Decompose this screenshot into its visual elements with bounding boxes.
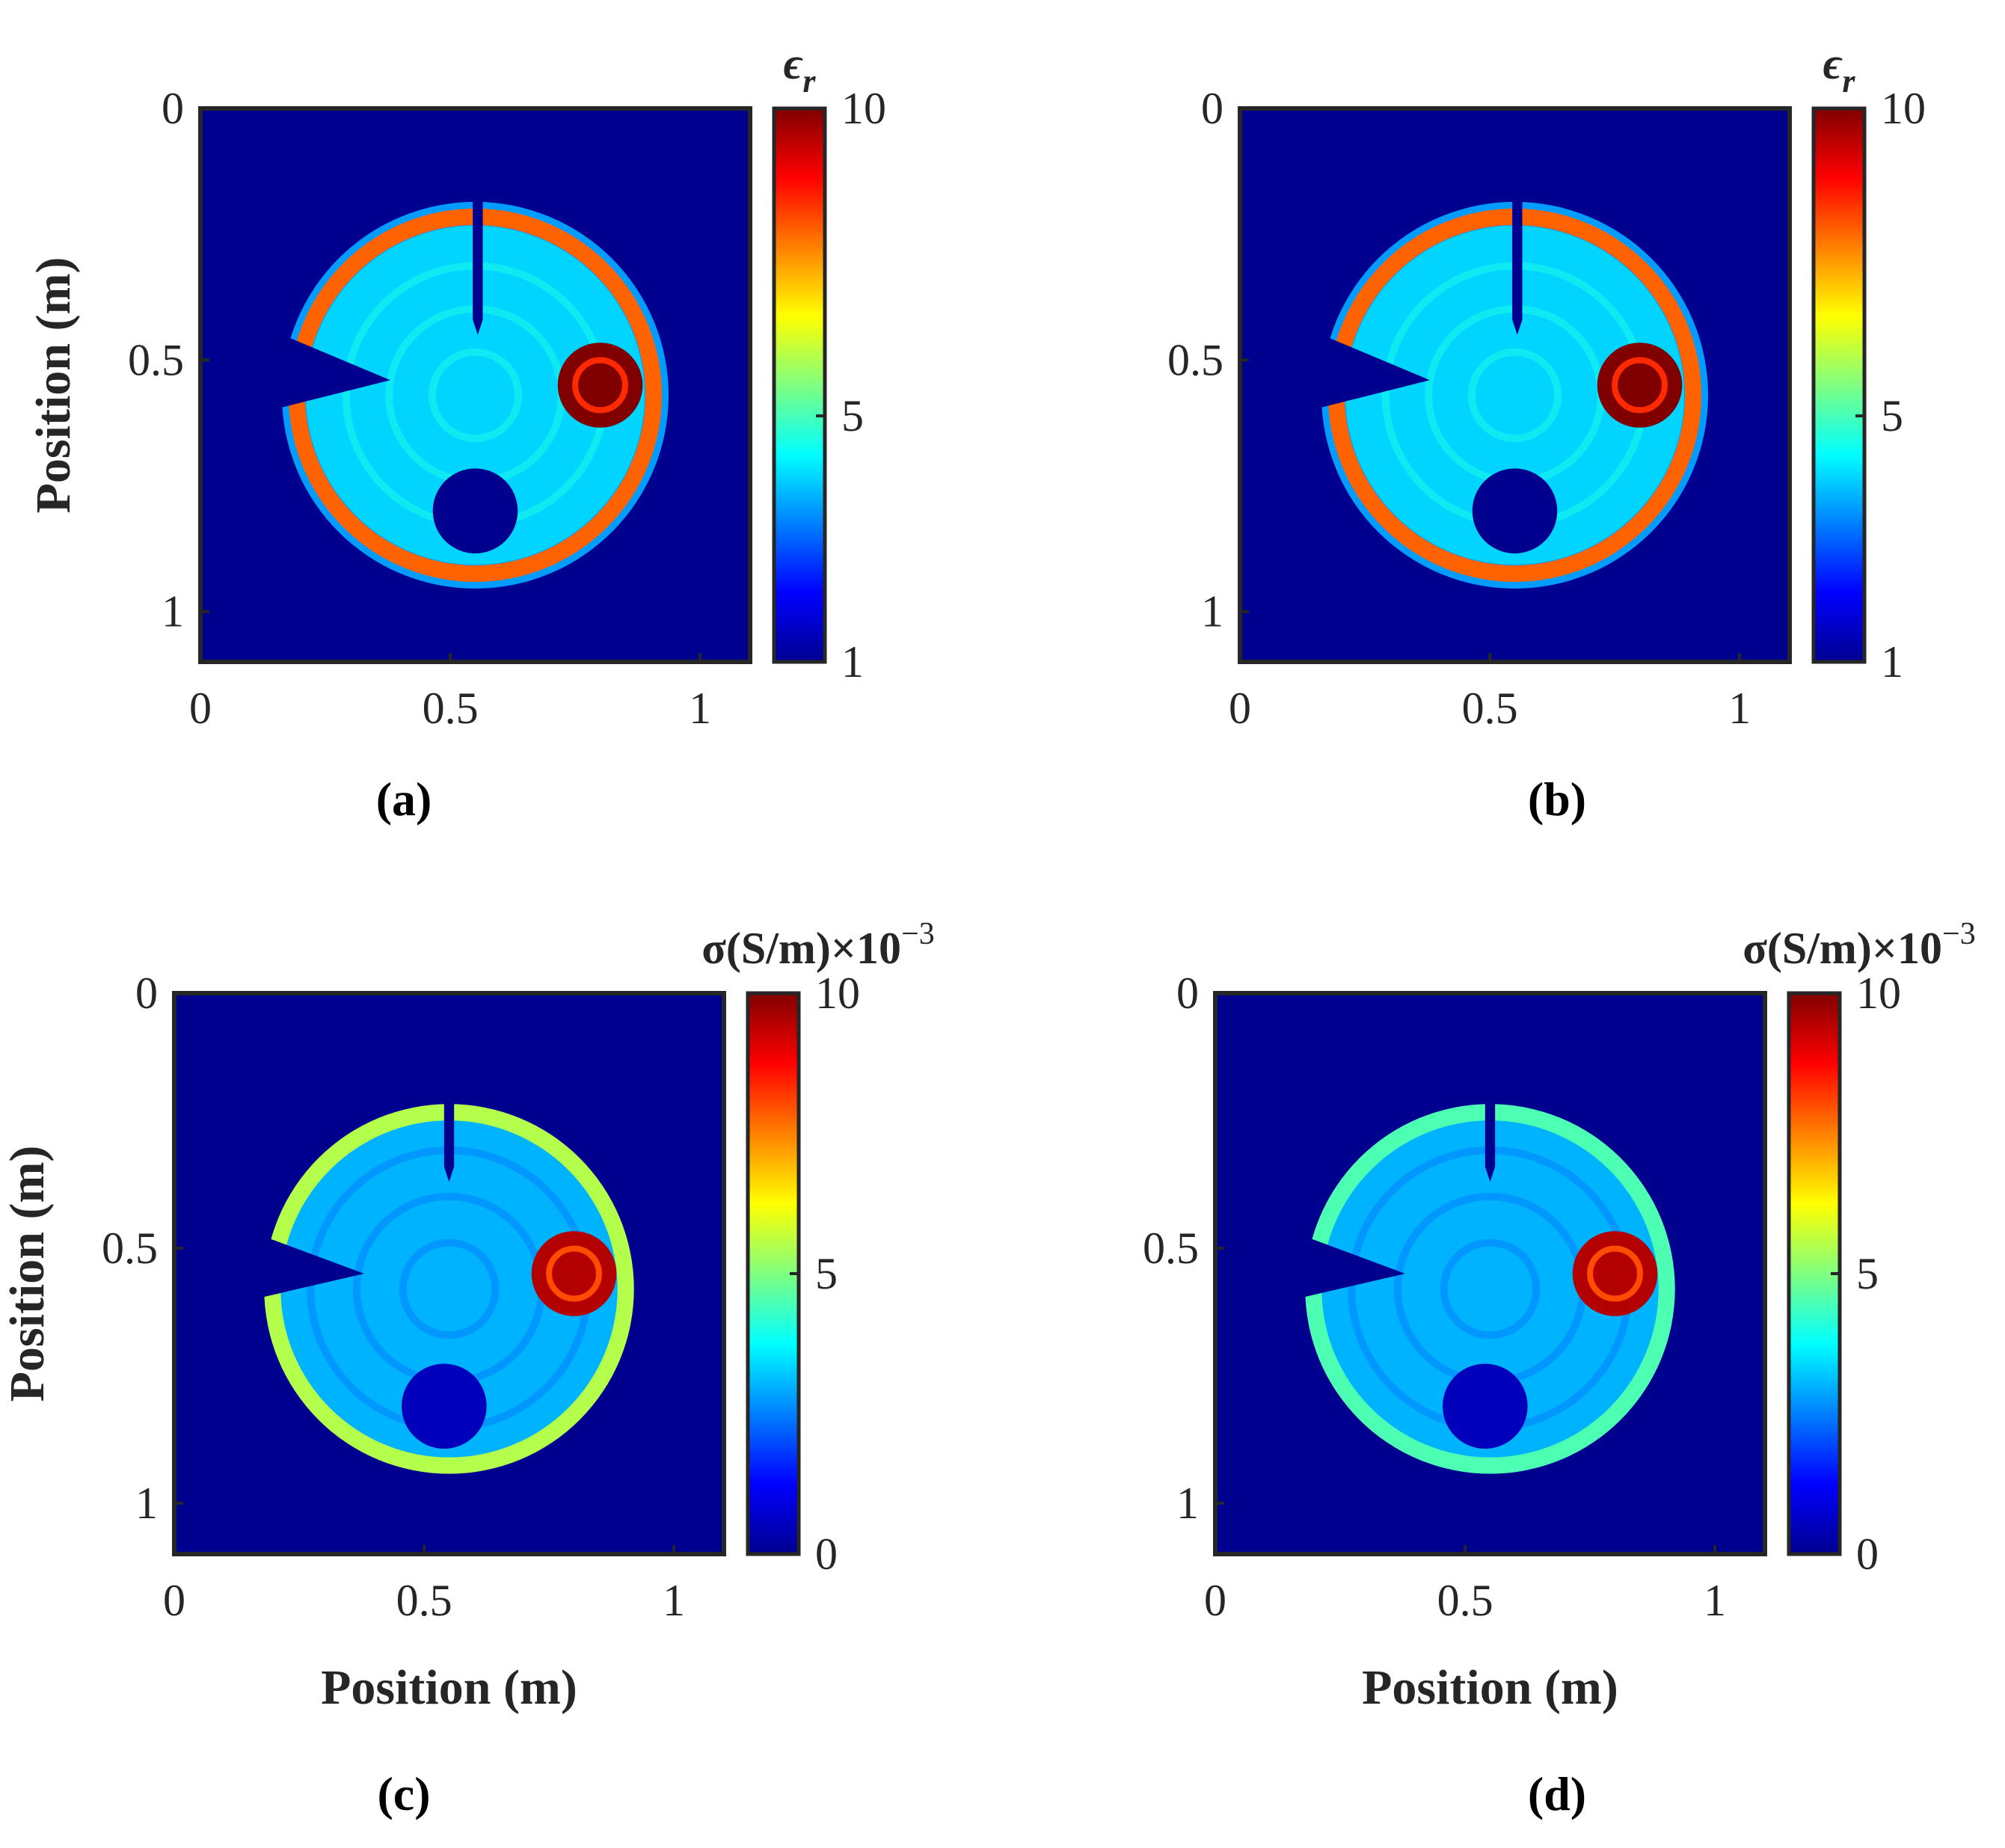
colorbar: [1814, 108, 1864, 662]
y-tick-label: 0: [1176, 968, 1199, 1018]
interior-ripple: [428, 348, 523, 443]
x-tick-label: 0: [1229, 684, 1251, 733]
axes-frame: [1238, 106, 1792, 664]
strong-inclusion-ring: [572, 357, 628, 414]
top-notch: [473, 168, 483, 335]
strong-inclusion: [1597, 343, 1683, 428]
colorbar-tick-label: 5: [841, 391, 864, 440]
colorbar-tick-label: 10: [841, 84, 886, 133]
colorbar-label: ϵr: [1823, 39, 1856, 99]
y-tick-label: 1: [1201, 587, 1223, 636]
x-tick-label: 0.5: [1462, 684, 1518, 733]
axes-frame: [172, 991, 726, 1556]
y-axis-label: Position (m): [26, 257, 81, 514]
colorbar-label: ϵr: [784, 39, 817, 99]
x-tick-label: 1: [663, 1576, 685, 1625]
interior-ripple: [1440, 1238, 1541, 1339]
left-notch: [260, 330, 390, 411]
top-notch: [1484, 1064, 1496, 1182]
heatmap-image: [1215, 993, 1765, 1554]
y-tick-label: 1: [1176, 1479, 1199, 1528]
interior-region: [280, 1120, 618, 1458]
x-axis-label: Position (m): [321, 1660, 577, 1715]
y-tick-label: 0.5: [102, 1224, 158, 1273]
panel-caption: (c): [377, 1767, 430, 1820]
interior-region: [1345, 225, 1685, 565]
colorbar-tick-label: 5: [1881, 391, 1903, 440]
colorbar-frame: [772, 106, 827, 664]
heatmap-image: [1240, 108, 1790, 662]
left-notch: [234, 1232, 364, 1300]
colorbar-frame: [1811, 106, 1867, 664]
interior-ripple: [399, 1238, 500, 1339]
top-notch: [1512, 168, 1523, 335]
colorbar-label: σ(S/m)×10−3: [1743, 917, 1976, 973]
heatmap-image: [174, 993, 724, 1554]
x-tick-label: 0.5: [1437, 1576, 1493, 1625]
strong-inclusion: [531, 1231, 617, 1316]
interior-ripple: [1467, 348, 1562, 443]
colorbar-tick-label: 0: [1856, 1529, 1879, 1579]
y-tick-label: 0.5: [1167, 335, 1223, 384]
x-tick-label: 1: [1704, 1576, 1726, 1625]
weak-inclusion: [402, 1363, 487, 1449]
x-axis-label: Position (m): [1362, 1660, 1618, 1715]
colorbar-tick-label: 1: [841, 637, 864, 687]
strong-inclusion-ring: [1612, 357, 1668, 414]
strong-inclusion: [557, 343, 643, 428]
x-tick-label: 0: [1204, 1576, 1226, 1625]
y-tick-label: 0.5: [1143, 1224, 1199, 1273]
colorbar-tick-label: 1: [1881, 637, 1903, 687]
left-notch: [1300, 330, 1430, 411]
y-tick-label: 0: [1201, 84, 1223, 133]
y-tick-label: 0: [162, 84, 184, 133]
interior-region: [1321, 1120, 1659, 1458]
y-tick-label: 0.5: [128, 335, 184, 384]
colorbar-tick-label: 5: [815, 1249, 838, 1298]
x-tick-label: 1: [689, 684, 711, 733]
strong-inclusion: [1572, 1231, 1658, 1316]
colorbar-tick-label: 0: [815, 1529, 838, 1579]
x-tick-label: 1: [1728, 684, 1751, 733]
y-tick-label: 1: [135, 1479, 158, 1528]
axes-frame: [1213, 991, 1767, 1556]
heatmap-image: [200, 108, 750, 662]
colorbar-tick-label: 10: [1856, 968, 1901, 1018]
colorbar-tick-label: 5: [1856, 1249, 1879, 1298]
colorbar: [774, 108, 825, 662]
x-tick-label: 0.5: [396, 1576, 452, 1625]
weak-inclusion: [1443, 1363, 1528, 1449]
y-tick-label: 0: [135, 968, 158, 1018]
y-axis-label: Position (m): [0, 1146, 55, 1402]
panel-caption: (b): [1528, 773, 1586, 826]
x-tick-label: 0.5: [423, 684, 479, 733]
panel-caption: (a): [376, 773, 432, 826]
axes-frame: [198, 106, 752, 664]
weak-inclusion: [1472, 468, 1558, 553]
strong-inclusion-ring: [546, 1245, 602, 1302]
weak-inclusion: [432, 468, 518, 553]
colorbar-tick-label: 10: [815, 968, 860, 1018]
left-notch: [1275, 1232, 1405, 1300]
panel-caption: (d): [1528, 1767, 1586, 1820]
colorbar-label: σ(S/m)×10−3: [701, 917, 935, 973]
x-tick-label: 0: [163, 1576, 185, 1625]
x-tick-label: 0: [189, 684, 212, 733]
y-tick-label: 1: [162, 587, 184, 636]
strong-inclusion-ring: [1587, 1245, 1643, 1302]
interior-region: [305, 225, 645, 565]
top-notch: [443, 1064, 455, 1182]
colorbar-tick-label: 10: [1881, 84, 1926, 133]
